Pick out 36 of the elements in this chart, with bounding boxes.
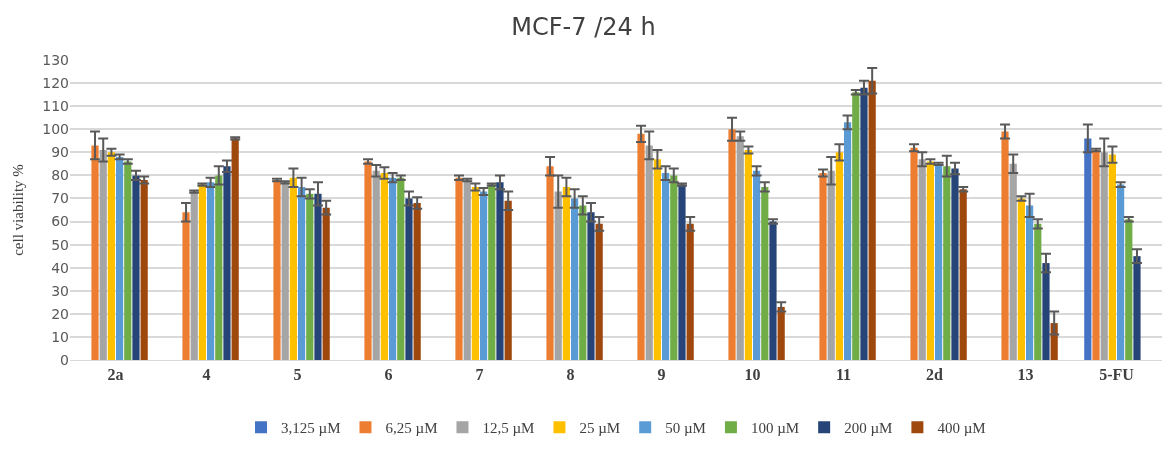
x-tick-label: 7 <box>475 366 484 384</box>
legend-label: 3,125 µM <box>281 420 341 437</box>
y-tick-label: 110 <box>42 98 69 115</box>
y-tick-label: 40 <box>51 259 69 276</box>
x-tick-label: 8 <box>566 366 575 384</box>
x-tick-label: 2d <box>926 366 944 384</box>
y-tick-label: 100 <box>42 121 69 138</box>
y-tick-label: 130 <box>42 51 69 68</box>
chart-title: MCF-7 /24 h <box>511 12 656 41</box>
x-tick-label: 11 <box>835 366 852 384</box>
x-tick-label: 5 <box>293 366 302 384</box>
y-tick-label: 80 <box>51 167 69 184</box>
legend-label: 50 µM <box>665 420 706 437</box>
y-axis-title: cell viability % <box>9 164 26 256</box>
y-tick-label: 10 <box>51 328 69 345</box>
y-tick-label: 120 <box>42 74 69 91</box>
x-tick-label: 6 <box>384 366 393 384</box>
legend-label: 200 µM <box>844 420 893 437</box>
y-tick-label: 50 <box>51 236 69 253</box>
x-tick-label: 5-FU <box>1099 366 1135 384</box>
y-tick-label: 70 <box>51 190 69 207</box>
y-tick-label: 0 <box>60 351 69 368</box>
legend-label: 100 µM <box>750 420 800 437</box>
y-tick-label: 20 <box>51 305 69 322</box>
y-tick-label: 90 <box>51 144 69 161</box>
x-tick-label: 13 <box>1017 366 1034 384</box>
x-tick-label: 9 <box>657 366 666 384</box>
x-tick-label: 10 <box>744 366 761 384</box>
x-tick-label: 4 <box>202 366 211 384</box>
x-tick-label: 2a <box>107 366 124 384</box>
legend-label: 6,25 µM <box>385 420 438 437</box>
y-tick-label: 60 <box>51 213 69 230</box>
legend-label: 25 µM <box>579 420 621 437</box>
y-tick-label: 30 <box>51 282 69 299</box>
legend-label: 400 µM <box>937 420 986 437</box>
legend-label: 12,5 µM <box>482 420 535 437</box>
